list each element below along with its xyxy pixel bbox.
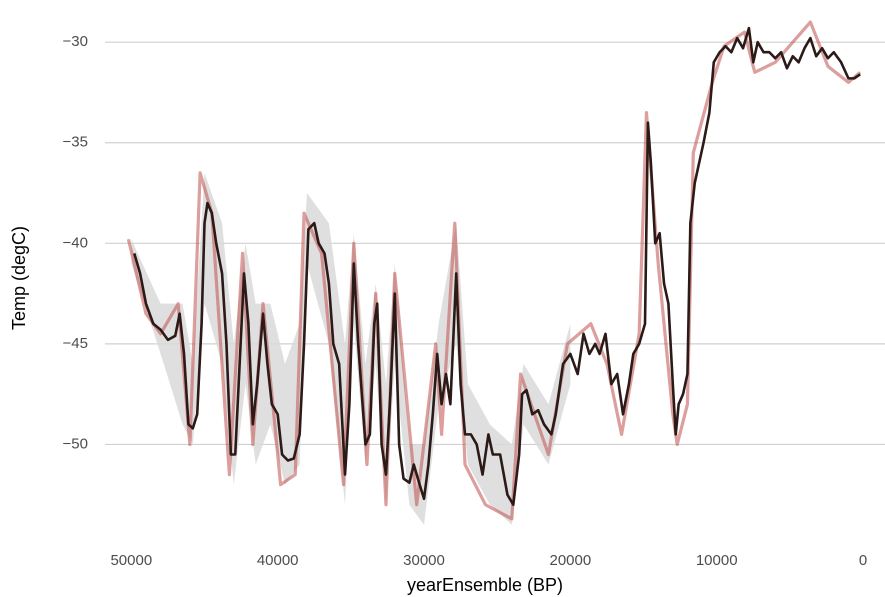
x-tick-label: 20000 bbox=[550, 552, 592, 569]
y-tick-label: −50 bbox=[63, 435, 88, 452]
x-tick-label: 30000 bbox=[403, 552, 445, 569]
x-tick-label: 50000 bbox=[110, 552, 152, 569]
median-line bbox=[133, 26, 861, 507]
y-tick-label: −40 bbox=[63, 234, 88, 251]
y-tick-label: −45 bbox=[63, 335, 88, 352]
y-axis-title: Temp (degC) bbox=[9, 226, 29, 330]
y-tick-label: −35 bbox=[63, 134, 88, 151]
y-tick-label: −30 bbox=[63, 33, 88, 50]
x-axis-title: yearEnsemble (BP) bbox=[407, 575, 563, 595]
x-tick-label: 0 bbox=[859, 552, 867, 569]
x-tick-label: 10000 bbox=[696, 552, 738, 569]
x-tick-label: 40000 bbox=[257, 552, 299, 569]
